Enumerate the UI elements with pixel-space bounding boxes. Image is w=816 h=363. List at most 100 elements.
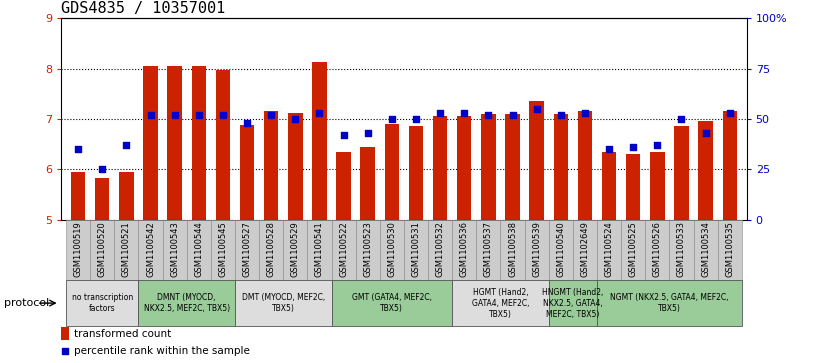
Text: GSM1100522: GSM1100522 — [339, 221, 348, 277]
Point — [602, 146, 615, 152]
Bar — [505, 114, 520, 220]
Bar — [379, 220, 404, 280]
Bar — [66, 281, 139, 326]
Bar — [61, 327, 69, 340]
Bar — [139, 281, 235, 326]
Text: GSM1100538: GSM1100538 — [508, 221, 517, 277]
Bar — [602, 152, 616, 220]
Point — [385, 116, 398, 122]
Bar — [404, 220, 428, 280]
Text: GSM1100539: GSM1100539 — [532, 221, 541, 277]
Text: GSM1100533: GSM1100533 — [677, 221, 686, 277]
Text: percentile rank within the sample: percentile rank within the sample — [74, 346, 250, 356]
Bar — [553, 114, 568, 220]
Bar — [626, 154, 641, 220]
Point — [530, 106, 543, 112]
Bar — [235, 220, 259, 280]
Bar — [167, 66, 182, 220]
Bar — [452, 281, 548, 326]
Point — [458, 110, 471, 116]
Point — [193, 112, 206, 118]
Bar — [215, 70, 230, 220]
Bar — [313, 62, 326, 220]
Bar — [578, 111, 592, 220]
Bar — [597, 220, 621, 280]
Text: GSM1100529: GSM1100529 — [290, 221, 299, 277]
Bar — [259, 220, 283, 280]
Text: GMT (GATA4, MEF2C,
TBX5): GMT (GATA4, MEF2C, TBX5) — [352, 293, 432, 313]
Text: GSM1100537: GSM1100537 — [484, 221, 493, 277]
Point — [120, 142, 133, 148]
Bar — [428, 220, 452, 280]
Point — [168, 112, 181, 118]
Bar — [187, 220, 211, 280]
Point — [675, 116, 688, 122]
Bar — [530, 101, 544, 220]
Point — [699, 130, 712, 136]
Bar — [548, 281, 597, 326]
Bar — [698, 121, 713, 220]
Bar — [288, 113, 303, 220]
Bar — [361, 147, 375, 220]
Point — [59, 348, 72, 354]
Point — [95, 166, 109, 172]
Text: GSM1102649: GSM1102649 — [580, 221, 589, 277]
Bar — [211, 220, 235, 280]
Text: GSM1100544: GSM1100544 — [194, 221, 203, 277]
Text: GSM1100536: GSM1100536 — [459, 221, 468, 277]
Text: GSM1100526: GSM1100526 — [653, 221, 662, 277]
Bar — [235, 281, 331, 326]
Bar — [331, 220, 356, 280]
Bar — [90, 220, 114, 280]
Text: GDS4835 / 10357001: GDS4835 / 10357001 — [61, 1, 225, 16]
Bar — [597, 281, 742, 326]
Bar — [240, 125, 255, 220]
Text: GSM1100519: GSM1100519 — [73, 221, 82, 277]
Bar — [66, 220, 90, 280]
Bar — [356, 220, 379, 280]
Point — [144, 112, 157, 118]
Bar — [331, 281, 452, 326]
Bar — [573, 220, 597, 280]
Text: GSM1100543: GSM1100543 — [170, 221, 180, 277]
Bar — [548, 220, 573, 280]
Text: GSM1100524: GSM1100524 — [605, 221, 614, 277]
Point — [216, 112, 229, 118]
Point — [723, 110, 736, 116]
Text: GSM1100521: GSM1100521 — [122, 221, 131, 277]
Text: no transcription
factors: no transcription factors — [72, 293, 133, 313]
Point — [506, 112, 519, 118]
Bar — [283, 220, 308, 280]
Text: GSM1100535: GSM1100535 — [725, 221, 734, 277]
Bar — [119, 172, 134, 220]
Text: GSM1100523: GSM1100523 — [363, 221, 372, 277]
Text: GSM1100541: GSM1100541 — [315, 221, 324, 277]
Point — [313, 110, 326, 116]
Text: GSM1100545: GSM1100545 — [219, 221, 228, 277]
Bar — [477, 220, 500, 280]
Bar — [264, 111, 278, 220]
Bar — [336, 152, 351, 220]
Text: GSM1100534: GSM1100534 — [701, 221, 710, 277]
Bar — [308, 220, 331, 280]
Bar — [95, 178, 109, 220]
Text: DMT (MYOCD, MEF2C,
TBX5): DMT (MYOCD, MEF2C, TBX5) — [242, 293, 325, 313]
Point — [433, 110, 446, 116]
Text: GSM1100542: GSM1100542 — [146, 221, 155, 277]
Point — [482, 112, 495, 118]
Text: HNGMT (Hand2,
NKX2.5, GATA4,
MEF2C, TBX5): HNGMT (Hand2, NKX2.5, GATA4, MEF2C, TBX5… — [542, 287, 604, 319]
Point — [264, 112, 277, 118]
Bar — [139, 220, 162, 280]
Bar — [162, 220, 187, 280]
Point — [651, 142, 664, 148]
Point — [627, 144, 640, 150]
Point — [241, 120, 254, 126]
Text: GSM1100520: GSM1100520 — [98, 221, 107, 277]
Text: GSM1100530: GSM1100530 — [388, 221, 397, 277]
Text: GSM1100525: GSM1100525 — [628, 221, 638, 277]
Text: transformed count: transformed count — [74, 329, 171, 339]
Bar — [432, 117, 447, 220]
Text: GSM1100540: GSM1100540 — [557, 221, 565, 277]
Bar — [669, 220, 694, 280]
Bar — [457, 117, 472, 220]
